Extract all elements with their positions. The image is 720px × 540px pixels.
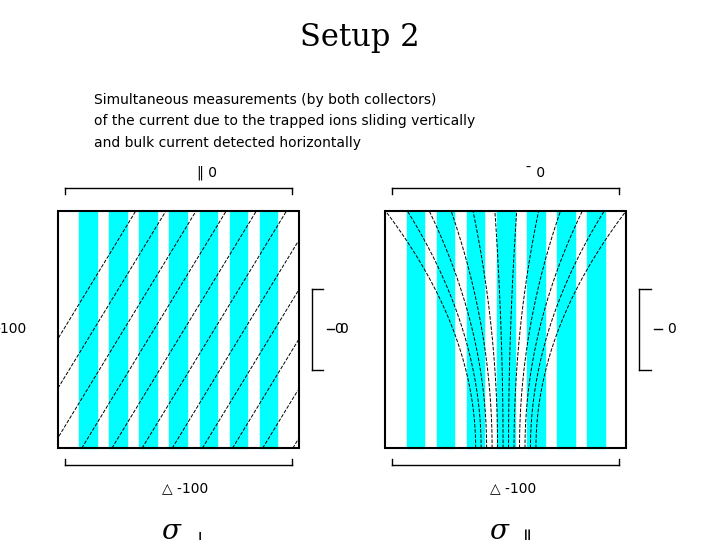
Text: 0: 0 [667, 322, 675, 336]
Bar [79, 211, 96, 448]
Bar [407, 211, 424, 448]
Text: ¯ 0: ¯ 0 [525, 166, 544, 180]
Bar [527, 211, 545, 448]
Text: and bulk current detected horizontally: and bulk current detected horizontally [94, 136, 361, 150]
Text: -100: -100 [0, 322, 27, 336]
Text: 0: 0 [334, 322, 343, 336]
Bar [467, 211, 485, 448]
Text: ‖ 0: ‖ 0 [197, 165, 217, 180]
Bar [260, 211, 277, 448]
Bar [557, 211, 575, 448]
Text: △ -100: △ -100 [162, 482, 209, 496]
Text: ⊥: ⊥ [191, 531, 209, 540]
Text: 0: 0 [339, 322, 348, 336]
Text: △ -100: △ -100 [490, 482, 536, 496]
Bar [230, 211, 248, 448]
Bar [436, 211, 454, 448]
Bar [199, 211, 217, 448]
Bar [385, 211, 626, 448]
Bar [588, 211, 605, 448]
Text: of the current due to the trapped ions sliding vertically: of the current due to the trapped ions s… [94, 114, 475, 129]
Text: Simultaneous measurements (by both collectors): Simultaneous measurements (by both colle… [94, 93, 436, 107]
Bar [497, 211, 515, 448]
Bar [169, 211, 187, 448]
Bar [58, 211, 299, 448]
Bar [139, 211, 157, 448]
Text: Setup 2: Setup 2 [300, 22, 420, 53]
Text: σ: σ [489, 518, 508, 540]
Text: ∥: ∥ [523, 531, 532, 540]
Text: σ: σ [161, 518, 181, 540]
Bar [109, 211, 127, 448]
